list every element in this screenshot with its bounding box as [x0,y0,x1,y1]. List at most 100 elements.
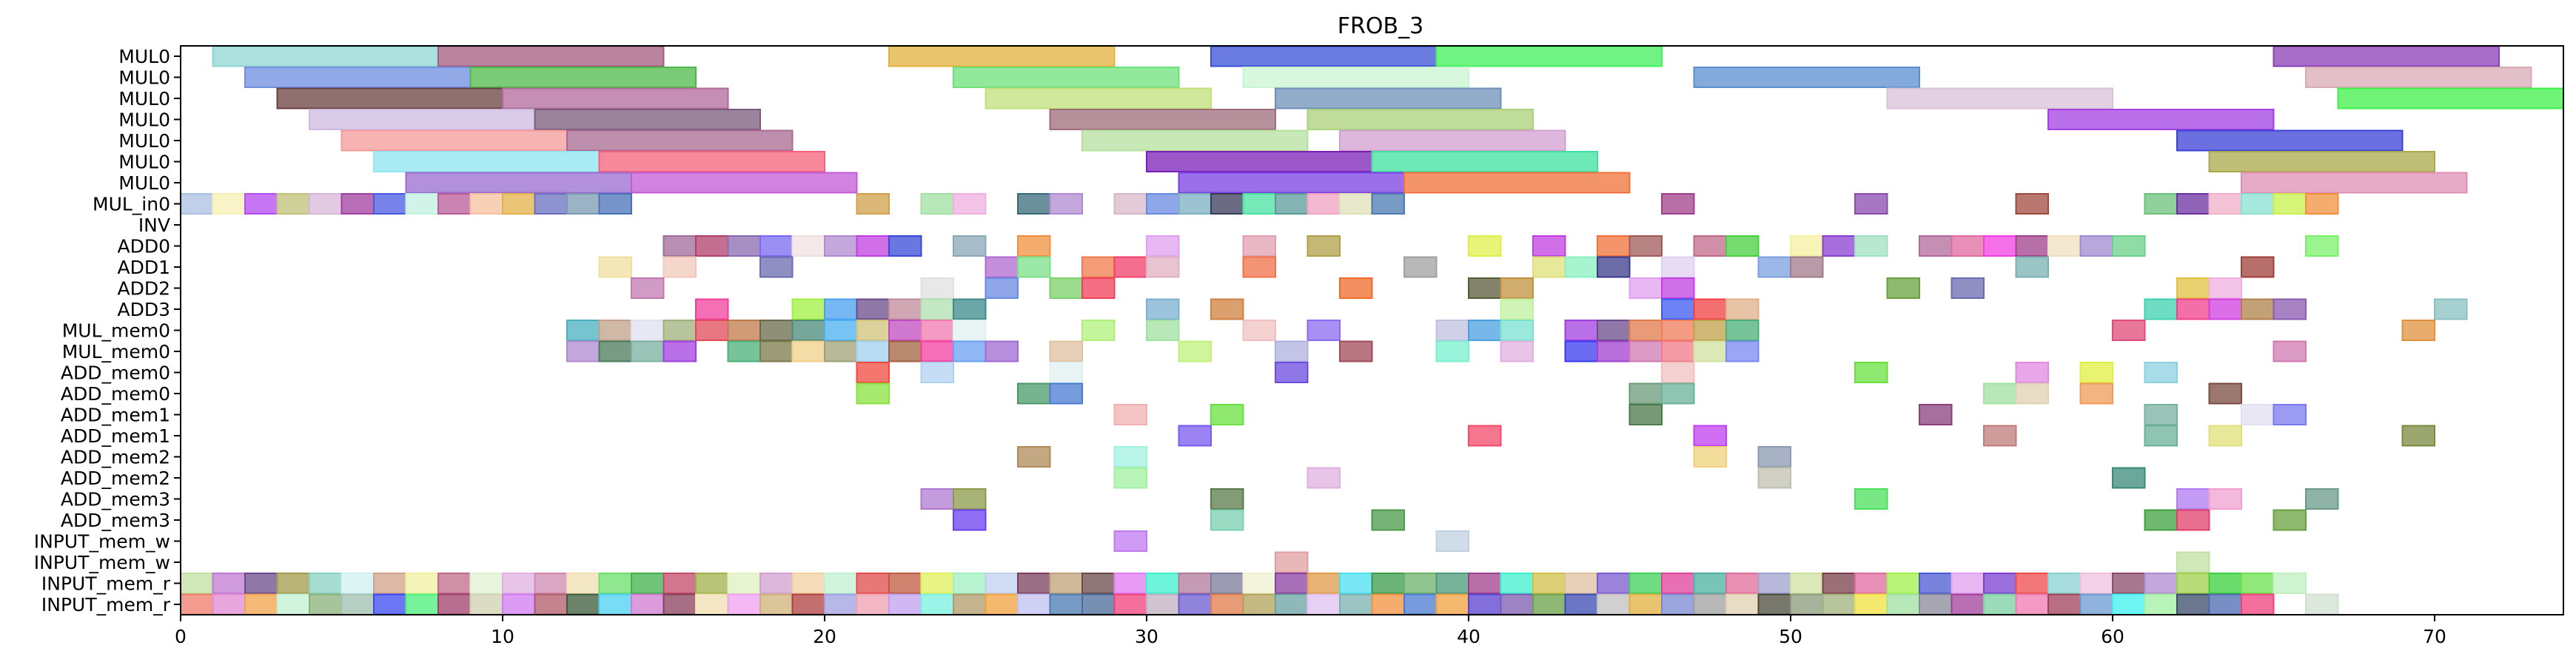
gantt-bar [1049,382,1083,405]
gantt-bar [1146,193,1180,215]
gantt-bar [631,277,665,299]
gantt-bar [1532,256,1566,278]
gantt-bar [1919,404,1953,425]
gantt-bar [759,340,794,362]
gantt-bar [1339,573,1373,594]
gantt-bar [437,573,472,594]
gantt-bar [405,193,439,215]
y-tick-label: ADD_mem0 [61,362,170,384]
gantt-bar [663,256,697,278]
gantt-bar [1854,235,1888,257]
gantt-bar [663,340,697,362]
gantt-bar [1339,193,1373,215]
plot-frame [180,45,2564,615]
gantt-bar [1017,573,1051,594]
y-tick-label: ADD_mem3 [61,489,170,510]
gantt-bar [1983,235,2017,257]
gantt-bar [1629,277,1663,299]
x-tick-label: 20 [813,626,836,647]
gantt-bar [1597,340,1631,362]
gantt-bar [631,340,665,362]
gantt-bar [373,573,407,594]
gantt-bar [1403,573,1438,594]
gantt-bar [824,298,858,320]
gantt-bar [405,573,439,594]
gantt-bar [2176,298,2210,320]
gantt-bar [2144,404,2178,425]
y-tick-label: ADD1 [117,257,170,278]
gantt-bar [2112,235,2146,257]
gantt-bar [2112,573,2146,594]
gantt-bar [212,573,246,594]
gantt-bar [2144,509,2178,531]
gantt-bar [791,235,825,257]
gantt-bar [2176,129,2404,152]
gantt-bar [1081,593,1116,615]
gantt-bar [2208,151,2435,172]
gantt-bar [1532,235,1566,257]
gantt-bar [2208,382,2242,405]
gantt-bar [534,109,761,130]
gantt-bar [1693,425,1727,447]
gantt-bar [1113,573,1147,594]
gantt-bar [1210,193,1244,215]
gantt-bar [759,573,794,594]
gantt-bar [2273,45,2500,67]
gantt-bar [2144,425,2178,447]
gantt-bar [2112,320,2146,341]
gantt-bar [1661,256,1695,278]
x-tick-label: 50 [1779,626,1802,647]
gantt-bar [1049,573,1083,594]
gantt-bar [1146,151,1373,172]
y-tick-label: ADD_mem3 [61,510,170,531]
gantt-bar [2337,87,2564,109]
gantt-bar [309,109,536,130]
gantt-bar [2305,593,2339,615]
gantt-bar [856,593,890,615]
gantt-bar [1532,573,1566,594]
y-tick-label: MUL_mem0 [62,320,170,342]
gantt-bar [1017,382,1051,405]
gantt-bar [1371,151,1598,172]
y-tick-label: ADD_mem2 [61,468,170,489]
gantt-bar [1661,277,1695,299]
gantt-bar [1983,425,2017,447]
gantt-bar [1049,109,1276,130]
gantt-bar [2241,193,2275,215]
gantt-bar [1629,382,1663,405]
gantt-bar [341,573,375,594]
gantt-bar [2241,256,2275,278]
gantt-bar [1757,467,1791,489]
gantt-bar [1468,277,1502,299]
gantt-bar [1629,340,1663,362]
gantt-bar [2241,172,2468,194]
gantt-bar [1500,277,1534,299]
gantt-bar [1307,109,1534,130]
gantt-bar [1146,573,1180,594]
y-tick-label: ADD0 [117,236,170,257]
gantt-bar [695,235,729,257]
gantt-bar [1178,573,1212,594]
gantt-bar [2047,593,2082,615]
gantt-bar [1049,362,1083,383]
y-tick-label: MUL0 [118,152,170,173]
gantt-bar [1146,593,1180,615]
y-tick-label: MUL_in0 [93,194,170,215]
gantt-bar [2305,193,2339,215]
gantt-bar [1210,509,1244,531]
gantt-bar [1210,45,1438,67]
x-tick-label: 40 [1457,626,1480,647]
gantt-bar [1693,573,1727,594]
gantt-bar [2305,488,2339,510]
gantt-bar [2273,509,2307,531]
gantt-bar [1403,172,1631,194]
gantt-bar [1403,593,1438,615]
gantt-bar [2015,362,2049,383]
gantt-bar [2273,404,2307,425]
gantt-bar [1757,593,1791,615]
gantt-bar [1725,593,1760,615]
gantt-bar [1886,277,1920,299]
gantt-bar [1564,593,1598,615]
gantt-bar [920,340,954,362]
y-tick-label: INPUT_mem_r [41,573,171,595]
